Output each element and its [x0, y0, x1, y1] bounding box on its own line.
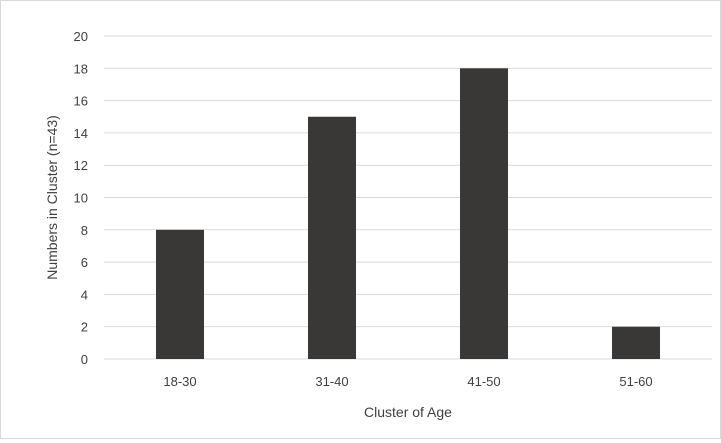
y-tick-label: 10	[74, 191, 88, 206]
y-tick-label: 12	[74, 158, 88, 173]
y-tick-label: 18	[74, 61, 88, 76]
bar-31-40	[308, 116, 356, 359]
y-tick-label: 20	[74, 29, 88, 44]
bar-41-50	[460, 68, 508, 360]
x-tick-label: 51-60	[619, 374, 652, 389]
y-tick-label: 0	[81, 352, 88, 367]
y-axis-title: Numbers in Cluster (n=43)	[44, 115, 60, 280]
x-tick-label: 18-30	[163, 374, 196, 389]
y-tick-label: 2	[81, 320, 88, 335]
bar-51-60	[612, 326, 660, 359]
y-tick-label: 14	[74, 126, 88, 141]
y-tick-label: 8	[81, 223, 88, 238]
bar-18-30	[156, 229, 204, 359]
y-tick-label: 6	[81, 255, 88, 270]
y-axis-ticks: 0 2 4 6 8 10 12 14 16 18 20	[74, 29, 88, 367]
x-tick-label: 41-50	[467, 374, 500, 389]
gridlines	[104, 35, 712, 360]
x-axis-title: Cluster of Age	[364, 404, 452, 420]
y-tick-label: 4	[81, 287, 88, 302]
x-axis-ticks: 18-30 31-40 41-50 51-60	[163, 374, 652, 389]
bars	[156, 68, 660, 360]
y-tick-label: 16	[74, 94, 88, 109]
x-tick-label: 31-40	[315, 374, 348, 389]
